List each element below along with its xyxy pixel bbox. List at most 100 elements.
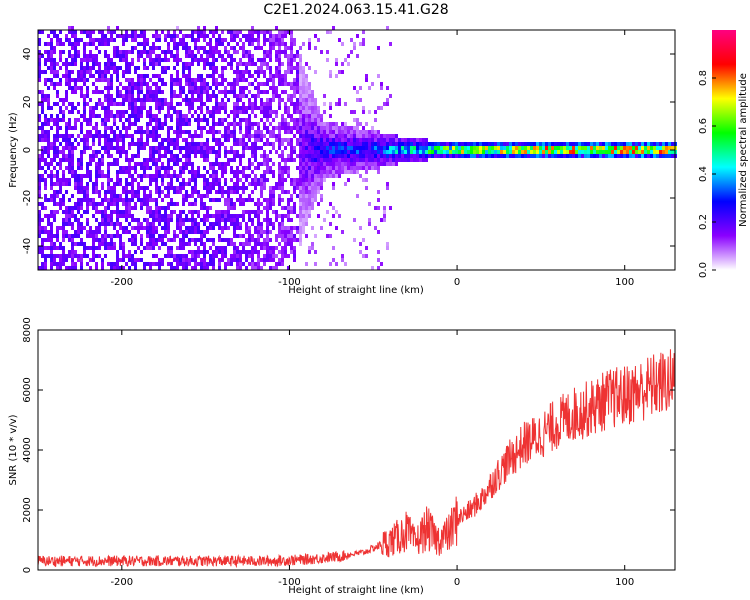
spectrogram-cell — [383, 158, 386, 162]
spectrogram-cell — [263, 206, 266, 210]
spectrogram-cell — [44, 158, 47, 162]
spectrogram-cell — [176, 226, 179, 230]
spectrogram-cell — [113, 242, 116, 246]
spectrogram-cell — [41, 146, 44, 150]
spectrogram-cell — [257, 254, 260, 258]
spectrogram-cell — [593, 146, 596, 150]
spectrogram-cell — [104, 230, 107, 234]
spectrogram-cell — [89, 106, 92, 110]
spectrogram-cell — [296, 154, 299, 158]
spectrogram-cell — [158, 118, 161, 122]
spectrogram-cell — [146, 262, 149, 266]
spectrogram-cell — [155, 106, 158, 110]
spectrogram-cell — [224, 38, 227, 42]
spectrogram-cell — [320, 122, 323, 126]
spectrogram-cell — [98, 134, 101, 138]
spectrogram-cell — [272, 38, 275, 42]
spectrogram-cell — [182, 146, 185, 150]
spectrogram-cell — [536, 154, 539, 158]
spectrogram-cell — [206, 122, 209, 126]
spectrogram-cell — [302, 102, 305, 106]
spectrogram-cell — [227, 138, 230, 142]
spectrogram-cell — [89, 122, 92, 126]
spectrogram-cell — [125, 166, 128, 170]
spectrogram-cell — [119, 154, 122, 158]
spectrogram-cell — [242, 46, 245, 50]
spectrogram-cell — [236, 254, 239, 258]
spectrogram-cell — [140, 162, 143, 166]
spectrogram-cell — [254, 122, 257, 126]
spectrogram-cell — [131, 254, 134, 258]
spectrogram-cell — [179, 82, 182, 86]
spectrogram-cell — [281, 118, 284, 122]
spectrogram-cell — [185, 158, 188, 162]
spectrogram-cell — [230, 262, 233, 266]
spectrogram-cell — [74, 138, 77, 142]
spectrogram-cell — [296, 78, 299, 82]
spectrogram-cell — [137, 118, 140, 122]
spectrogram-cell — [302, 226, 305, 230]
spectrogram-cell — [146, 114, 149, 118]
spectrogram-cell — [362, 38, 365, 42]
spectrogram-cell — [104, 54, 107, 58]
spectrogram-cell — [200, 242, 203, 246]
spectrogram-cell — [662, 142, 665, 146]
spectrogram-cell — [218, 146, 221, 150]
spectrogram-cell — [269, 42, 272, 46]
spectrogram-cell — [638, 154, 641, 158]
spectrogram-cell — [56, 238, 59, 242]
spectrogram-cell — [314, 102, 317, 106]
spectrogram-cell — [218, 74, 221, 78]
spectrogram-cell — [281, 246, 284, 250]
spectrogram-cell — [287, 138, 290, 142]
spectrogram-cell — [86, 174, 89, 178]
spectrogram-cell — [38, 218, 41, 222]
spectrogram-cell — [311, 138, 314, 142]
spectrogram-cell — [98, 226, 101, 230]
spectrogram-cell — [104, 50, 107, 54]
spectrogram-cell — [170, 154, 173, 158]
spectrogram-cell — [272, 266, 275, 270]
spectrogram-cell — [119, 242, 122, 246]
spectrogram-cell — [95, 54, 98, 58]
spectrogram-cell — [191, 202, 194, 206]
spectrogram-cell — [200, 146, 203, 150]
spectrogram-cell — [80, 266, 83, 270]
spectrogram-cell — [263, 142, 266, 146]
spectrogram-cell — [566, 146, 569, 150]
spectrogram-cell — [179, 214, 182, 218]
spectrogram-cell — [275, 126, 278, 130]
spectrogram-cell — [230, 34, 233, 38]
spectrogram-cell — [101, 106, 104, 110]
spectrogram-cell — [209, 198, 212, 202]
spectrogram-cell — [365, 78, 368, 82]
spectrogram-cell — [278, 134, 281, 138]
spectrogram-cell — [299, 182, 302, 186]
spectrogram-cell — [152, 118, 155, 122]
spectrogram-cell — [311, 158, 314, 162]
spectrogram-cell — [302, 162, 305, 166]
spectrogram-cell — [89, 178, 92, 182]
spectrogram-cell — [314, 118, 317, 122]
spectrogram-cell — [386, 86, 389, 90]
spectrogram-cell — [257, 226, 260, 230]
spectrogram-cell — [149, 194, 152, 198]
spectrogram-cell — [125, 94, 128, 98]
spectrogram-cell — [92, 38, 95, 42]
spectrogram-cell — [218, 258, 221, 262]
spectrogram-cell — [107, 214, 110, 218]
spectrogram-cell — [197, 230, 200, 234]
spectrogram-cell — [578, 146, 581, 150]
spectrogram-cell — [353, 142, 356, 146]
spectrogram-cell — [299, 186, 302, 190]
spectrogram-cell — [401, 154, 404, 158]
spectrogram-cell — [104, 254, 107, 258]
spectrogram-cell — [104, 70, 107, 74]
spectrogram-cell — [101, 30, 104, 34]
spectrogram-cell — [155, 170, 158, 174]
spectrogram-cell — [98, 254, 101, 258]
spectrogram-cell — [215, 222, 218, 226]
spectrogram-cell — [494, 154, 497, 158]
spectrogram-cell — [668, 154, 671, 158]
spectrogram-cell — [65, 218, 68, 222]
